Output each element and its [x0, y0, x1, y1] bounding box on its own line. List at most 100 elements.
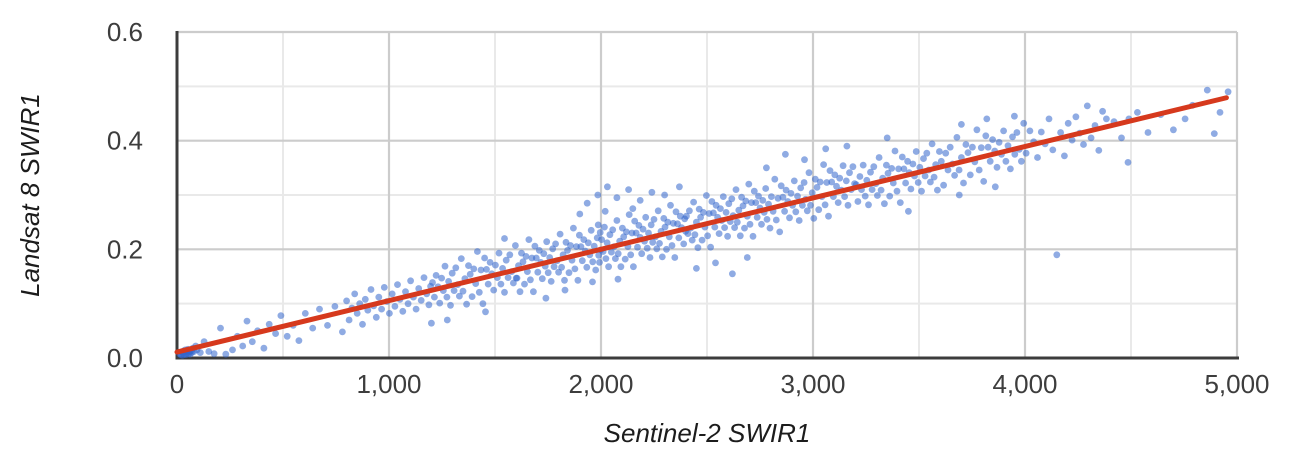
data-point[interactable] — [752, 199, 760, 207]
data-point[interactable] — [490, 286, 498, 294]
data-point[interactable] — [1170, 126, 1177, 134]
data-point[interactable] — [975, 166, 983, 174]
data-point[interactable] — [955, 166, 963, 174]
data-point[interactable] — [686, 207, 693, 215]
data-point[interactable] — [729, 270, 736, 278]
data-point[interactable] — [896, 199, 904, 207]
data-point[interactable] — [715, 230, 723, 238]
data-point[interactable] — [452, 264, 460, 272]
data-point[interactable] — [746, 220, 754, 228]
data-point[interactable] — [538, 275, 546, 283]
data-point[interactable] — [475, 288, 483, 296]
data-point[interactable] — [394, 281, 401, 288]
data-point[interactable] — [196, 349, 204, 356]
data-point[interactable] — [1045, 115, 1053, 123]
data-point[interactable] — [771, 175, 779, 183]
data-point[interactable] — [805, 169, 813, 177]
data-point[interactable] — [217, 324, 224, 332]
data-point[interactable] — [468, 293, 476, 300]
data-point[interactable] — [930, 173, 938, 181]
data-point[interactable] — [800, 179, 808, 186]
data-point[interactable] — [1203, 86, 1211, 94]
data-point[interactable] — [295, 337, 303, 344]
data-point[interactable] — [667, 201, 674, 209]
data-point[interactable] — [900, 165, 908, 173]
data-point[interactable] — [1007, 165, 1014, 173]
data-point[interactable] — [923, 149, 931, 157]
data-point[interactable] — [556, 230, 564, 238]
data-point[interactable] — [867, 168, 874, 176]
data-point[interactable] — [492, 261, 499, 269]
data-point[interactable] — [808, 189, 816, 197]
data-point[interactable] — [991, 183, 999, 191]
data-point[interactable] — [1018, 157, 1025, 165]
data-point[interactable] — [625, 186, 632, 194]
data-point[interactable] — [359, 320, 366, 328]
data-point[interactable] — [741, 224, 748, 232]
data-point[interactable] — [1144, 129, 1152, 136]
data-point[interactable] — [527, 276, 534, 284]
data-point[interactable] — [1004, 142, 1012, 150]
data-point[interactable] — [807, 201, 814, 209]
data-point[interactable] — [813, 184, 821, 191]
data-point[interactable] — [934, 186, 941, 194]
data-point[interactable] — [544, 269, 552, 277]
data-point[interactable] — [596, 259, 603, 266]
data-point[interactable] — [399, 307, 407, 315]
data-point[interactable] — [436, 299, 444, 307]
data-point[interactable] — [1095, 147, 1103, 154]
data-point[interactable] — [821, 201, 829, 209]
data-point[interactable] — [936, 148, 943, 155]
data-point[interactable] — [841, 193, 848, 201]
data-point[interactable] — [1083, 102, 1091, 110]
data-point[interactable] — [502, 256, 510, 264]
data-point[interactable] — [898, 153, 906, 161]
data-point[interactable] — [955, 191, 963, 199]
data-point[interactable] — [530, 288, 537, 296]
data-point[interactable] — [777, 182, 785, 190]
data-point[interactable] — [309, 324, 317, 332]
data-point[interactable] — [542, 294, 550, 302]
data-point[interactable] — [763, 164, 770, 172]
data-point[interactable] — [766, 224, 774, 232]
data-point[interactable] — [946, 143, 954, 151]
data-point[interactable] — [722, 209, 730, 216]
data-point[interactable] — [601, 207, 609, 215]
data-point[interactable] — [654, 207, 662, 215]
data-point[interactable] — [594, 191, 602, 199]
data-point[interactable] — [1087, 134, 1095, 142]
data-point[interactable] — [448, 269, 456, 277]
data-point[interactable] — [583, 199, 591, 207]
data-point[interactable] — [916, 163, 924, 171]
data-point[interactable] — [465, 262, 472, 269]
data-point[interactable] — [625, 211, 633, 219]
data-point[interactable] — [661, 191, 668, 199]
data-point[interactable] — [874, 192, 881, 199]
data-point[interactable] — [733, 218, 741, 226]
data-point[interactable] — [712, 259, 719, 267]
data-point[interactable] — [407, 277, 414, 285]
data-point[interactable] — [690, 198, 697, 206]
data-point[interactable] — [210, 350, 218, 358]
data-point[interactable] — [962, 141, 970, 148]
data-point[interactable] — [519, 258, 527, 266]
data-point[interactable] — [583, 263, 591, 271]
data-point[interactable] — [415, 285, 423, 292]
data-point[interactable] — [1009, 133, 1016, 141]
data-point[interactable] — [512, 242, 519, 249]
data-point[interactable] — [724, 232, 731, 240]
data-point[interactable] — [516, 288, 524, 296]
data-point[interactable] — [1049, 146, 1057, 154]
data-point[interactable] — [672, 208, 680, 216]
data-point[interactable] — [700, 209, 707, 216]
data-point[interactable] — [484, 280, 492, 288]
data-point[interactable] — [839, 162, 847, 170]
data-point[interactable] — [561, 286, 569, 294]
data-point[interactable] — [743, 254, 751, 261]
data-point[interactable] — [710, 209, 717, 217]
data-point[interactable] — [986, 157, 994, 165]
data-point[interactable] — [577, 243, 585, 251]
data-point[interactable] — [836, 174, 844, 182]
data-point[interactable] — [668, 242, 676, 249]
data-point[interactable] — [558, 263, 565, 271]
